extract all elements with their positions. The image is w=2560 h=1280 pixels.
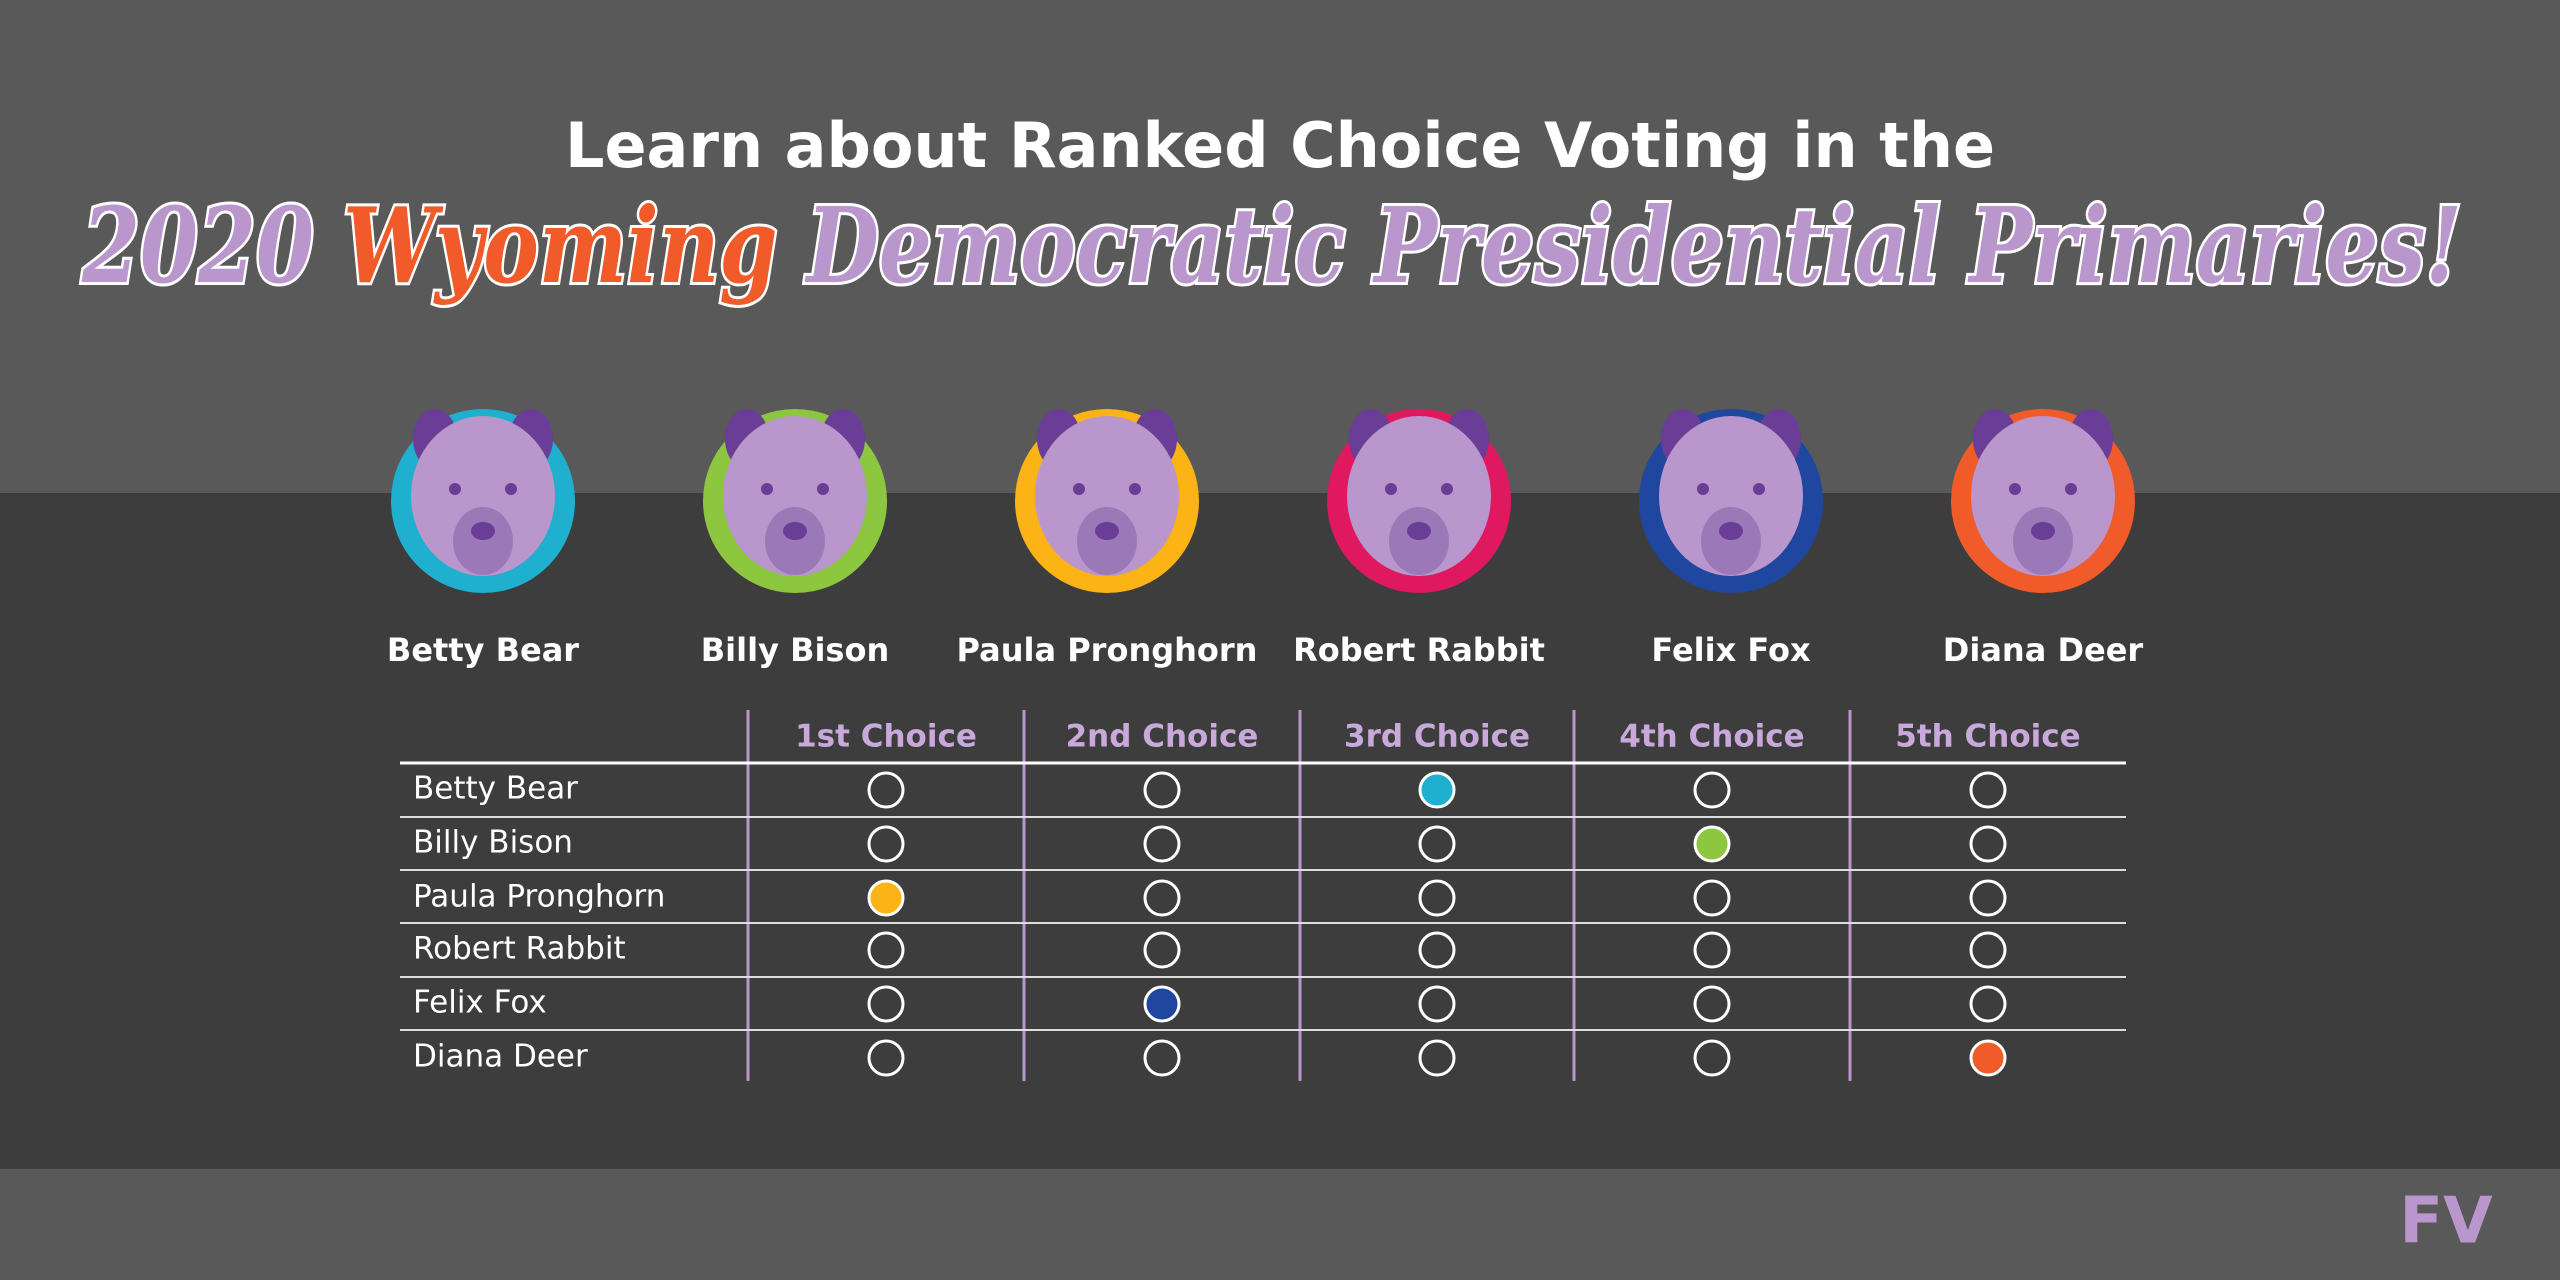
empty-bubble bbox=[1418, 825, 1456, 863]
row-label: Robert Rabbit bbox=[413, 931, 626, 967]
candidate-name: Betty Bear bbox=[387, 631, 579, 669]
logo: FV bbox=[2399, 1185, 2493, 1259]
eye bbox=[817, 483, 829, 495]
middle-band bbox=[0, 493, 2560, 1169]
bottom-band bbox=[0, 1169, 2560, 1280]
empty-bubble bbox=[1143, 931, 1181, 969]
muzzle bbox=[1389, 507, 1449, 575]
filled-bubble bbox=[1693, 825, 1731, 863]
row-label: Billy Bison bbox=[413, 825, 573, 861]
empty-bubble bbox=[1969, 771, 2007, 809]
head bbox=[723, 416, 867, 576]
empty-bubble bbox=[1418, 879, 1456, 917]
row-label: Felix Fox bbox=[413, 985, 547, 1021]
eye bbox=[505, 483, 517, 495]
empty-bubble bbox=[1143, 879, 1181, 917]
head bbox=[1971, 416, 2115, 576]
eye bbox=[1073, 483, 1085, 495]
empty-bubble bbox=[867, 931, 905, 969]
empty-bubble bbox=[1969, 985, 2007, 1023]
nose bbox=[783, 522, 807, 540]
muzzle bbox=[765, 507, 825, 575]
filled-bubble bbox=[867, 879, 905, 917]
title-line-1: Learn about Ranked Choice Voting in the bbox=[565, 109, 1995, 182]
empty-bubble bbox=[1418, 1039, 1456, 1077]
eye bbox=[449, 483, 461, 495]
eye bbox=[2065, 483, 2077, 495]
empty-bubble bbox=[1418, 985, 1456, 1023]
filled-bubble bbox=[1418, 771, 1456, 809]
eye bbox=[1697, 483, 1709, 495]
eye bbox=[2009, 483, 2021, 495]
head bbox=[411, 416, 555, 576]
empty-bubble bbox=[1693, 985, 1731, 1023]
column-header: 5th Choice bbox=[1895, 719, 2080, 755]
empty-bubble bbox=[1693, 1039, 1731, 1077]
empty-bubble bbox=[1143, 1039, 1181, 1077]
eye bbox=[761, 483, 773, 495]
empty-bubble bbox=[1969, 931, 2007, 969]
empty-bubble bbox=[867, 1039, 905, 1077]
nose bbox=[1719, 522, 1743, 540]
candidate-name: Paula Pronghorn bbox=[957, 631, 1258, 669]
candidate-name: Diana Deer bbox=[1943, 631, 2144, 669]
candidate-name: Felix Fox bbox=[1651, 631, 1811, 669]
empty-bubble bbox=[1693, 771, 1731, 809]
row-label: Diana Deer bbox=[413, 1039, 588, 1075]
empty-bubble bbox=[867, 825, 905, 863]
empty-bubble bbox=[1143, 771, 1181, 809]
head bbox=[1035, 416, 1179, 576]
eye bbox=[1385, 483, 1397, 495]
title-part: 2020 bbox=[81, 184, 343, 307]
muzzle bbox=[2013, 507, 2073, 575]
filled-bubble bbox=[1969, 1039, 2007, 1077]
muzzle bbox=[1077, 507, 1137, 575]
candidate-name: Robert Rabbit bbox=[1293, 631, 1545, 669]
muzzle bbox=[453, 507, 513, 575]
empty-bubble bbox=[867, 985, 905, 1023]
column-header: 1st Choice bbox=[795, 719, 977, 755]
nose bbox=[2031, 522, 2055, 540]
empty-bubble bbox=[1969, 879, 2007, 917]
title-part: Democratic Presidential Primaries! bbox=[778, 184, 2462, 307]
empty-bubble bbox=[867, 771, 905, 809]
candidate-name: Billy Bison bbox=[701, 631, 889, 669]
row-label: Paula Pronghorn bbox=[413, 879, 665, 915]
top-band bbox=[0, 0, 2560, 493]
column-header: 4th Choice bbox=[1619, 719, 1804, 755]
empty-bubble bbox=[1143, 825, 1181, 863]
nose bbox=[471, 522, 495, 540]
column-header: 3rd Choice bbox=[1344, 719, 1530, 755]
muzzle bbox=[1701, 507, 1761, 575]
empty-bubble bbox=[1693, 879, 1731, 917]
column-header: 2nd Choice bbox=[1066, 719, 1259, 755]
eye bbox=[1441, 483, 1453, 495]
head bbox=[1659, 416, 1803, 576]
eye bbox=[1129, 483, 1141, 495]
title-part: Wyoming bbox=[343, 184, 778, 307]
empty-bubble bbox=[1418, 931, 1456, 969]
nose bbox=[1407, 522, 1431, 540]
row-label: Betty Bear bbox=[413, 771, 578, 807]
empty-bubble bbox=[1693, 931, 1731, 969]
head bbox=[1347, 416, 1491, 576]
eye bbox=[1753, 483, 1765, 495]
empty-bubble bbox=[1969, 825, 2007, 863]
title-line-2: 2020 Wyoming Democratic Presidential Pri… bbox=[81, 184, 2462, 307]
filled-bubble bbox=[1143, 985, 1181, 1023]
nose bbox=[1095, 522, 1119, 540]
